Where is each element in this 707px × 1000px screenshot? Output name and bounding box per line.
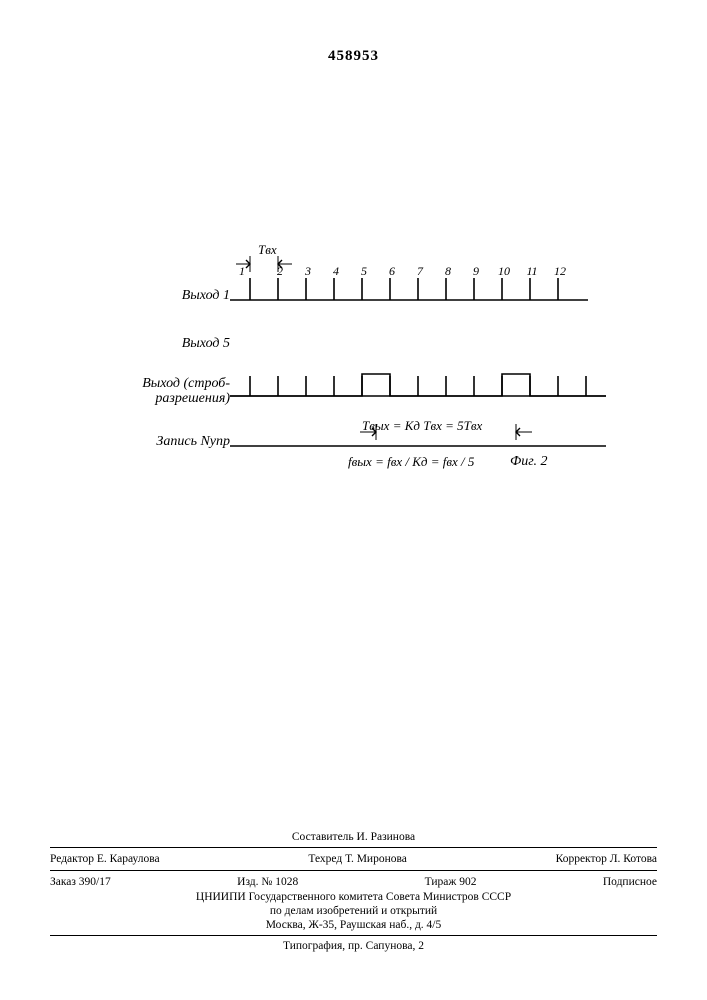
corrector: Корректор Л. Котова [556,853,657,865]
tech-editor: Техред Т. Миронова [308,853,407,865]
figure-label: Фиг. 2 [510,454,548,470]
org-line1: ЦНИИПИ Государственного комитета Совета … [50,890,657,904]
circulation: Тираж 902 [425,876,477,888]
period-label: Tвых = Kд Tвх = 5Tвх [362,418,482,434]
colophon: Составитель И. Разинова Редактор Е. Кара… [50,830,657,953]
org-line2: по делам изобретений и открытий [50,904,657,918]
address: Москва, Ж-35, Раушская наб., д. 4/5 [50,918,657,932]
subscription: Подписное [603,876,657,888]
divider-1 [50,847,657,848]
edition: Изд. № 1028 [237,876,298,888]
typography: Типография, пр. Сапунова, 2 [50,939,657,953]
order: Заказ 390/17 [50,876,111,888]
editor: Редактор Е. Караулова [50,853,160,865]
timing-diagram: Tвх Выход 1 123456789101112 Выход 5 Выхо… [130,260,560,500]
patent-number: 458953 [0,48,707,65]
compiler: Составитель И. Разинова [50,830,657,844]
freq-label: fвых = fвх / Kд = fвх / 5 [348,454,474,470]
divider-3 [50,935,657,936]
tvx-label: Tвх [258,242,277,258]
divider-2 [50,870,657,871]
